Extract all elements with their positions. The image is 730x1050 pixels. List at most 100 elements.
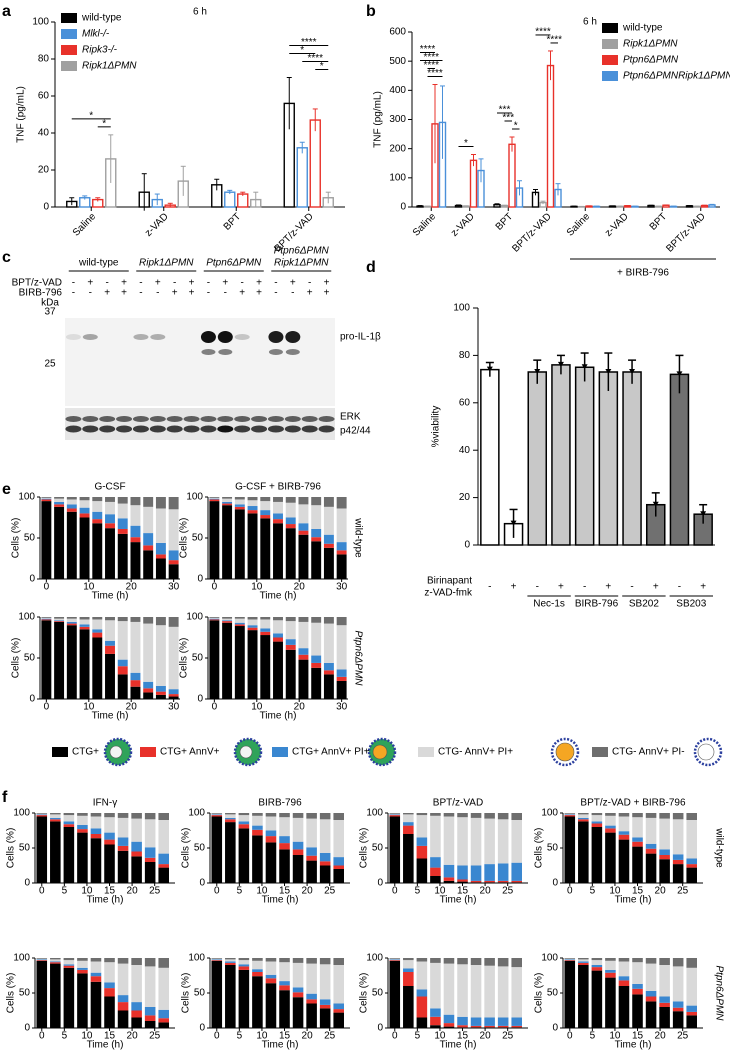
stacked-bar <box>618 980 630 986</box>
stacked-bar <box>645 817 657 844</box>
x-tick-label: 5 <box>237 886 243 897</box>
stacked-bar <box>457 1025 468 1028</box>
stacked-bar <box>54 504 65 507</box>
stacked-bar <box>247 497 258 501</box>
x-tick-label: - <box>583 582 586 593</box>
stacked-bar <box>285 502 296 518</box>
x-tick-label: 10 <box>83 582 95 593</box>
stacked-bar <box>605 977 616 1028</box>
bar <box>574 366 595 546</box>
legend-label: Ripk1ΔPMN <box>82 61 137 72</box>
stacked-bar <box>279 958 290 963</box>
y-tick-label: 100 <box>389 172 406 183</box>
stacked-bar <box>50 963 61 1028</box>
bar <box>508 143 516 208</box>
stacked-bar <box>336 542 347 551</box>
stacked-bar <box>79 626 90 630</box>
x-tick-label: 30 <box>336 582 348 593</box>
stacked-bar <box>117 518 128 529</box>
stacked-bar <box>77 969 88 974</box>
y-tick-label: 50 <box>192 533 204 544</box>
chart-title: 6 h <box>583 17 597 28</box>
stacked-bar <box>403 968 414 972</box>
y-axis-label: Cells (%) <box>534 973 545 1014</box>
y-tick-label: 0 <box>400 202 406 213</box>
stacked-bar <box>168 694 179 697</box>
y-axis-label: Cells (%) <box>359 828 370 869</box>
legend-swatch <box>592 747 608 757</box>
stacked-bar <box>54 497 65 499</box>
data-point <box>534 368 541 374</box>
stacked-bar <box>497 819 509 864</box>
stacked-bar <box>511 880 522 883</box>
x-axis-label: Time (h) <box>260 711 297 722</box>
stacked-bar <box>66 617 77 619</box>
stacked-bar <box>168 550 179 561</box>
stacked-bar <box>209 501 220 579</box>
blot-band <box>318 425 335 433</box>
stacked-bar <box>484 1025 495 1028</box>
x-tick-label: + <box>653 582 659 593</box>
x-axis-label: Time (h) <box>615 895 652 906</box>
sign: - <box>139 278 142 289</box>
stacked-bar <box>144 966 156 1007</box>
stacked-bar <box>511 1025 522 1028</box>
facet-title: G-CSF + BIRB-796 <box>235 482 321 493</box>
stacked-bar <box>416 989 428 997</box>
chart-title: 6 h <box>193 7 207 18</box>
stacked-bar <box>578 813 589 815</box>
stacked-bar <box>389 960 401 961</box>
stacked-bar <box>336 680 347 699</box>
stacked-bar <box>285 497 296 503</box>
stacked-bar <box>130 537 141 543</box>
legend-swatch <box>52 747 68 757</box>
stacked-bar <box>252 829 263 836</box>
stacked-bar <box>578 965 589 1028</box>
stacked-bar <box>416 813 428 816</box>
stacked-bar <box>645 813 657 818</box>
significance-label: **** <box>423 60 439 71</box>
marker-label: 37 <box>44 307 56 318</box>
data-point <box>700 511 707 517</box>
y-tick-label: 100 <box>18 612 35 623</box>
panel-letter: b <box>366 3 376 20</box>
y-tick-label: 100 <box>18 492 35 503</box>
x-tick-label: 20 <box>294 702 306 713</box>
marker-label: 25 <box>44 359 56 370</box>
stacked-bar <box>605 815 616 826</box>
stacked-bar <box>443 1014 455 1024</box>
x-tick-label: 0 <box>214 886 220 897</box>
sign: - <box>274 288 277 299</box>
y-axis-label: Cells (%) <box>181 828 192 869</box>
sign: + <box>307 288 313 299</box>
stacked-bar <box>292 958 304 963</box>
stacked-bar <box>131 818 142 842</box>
group-label: Nec-1s <box>533 599 565 610</box>
stacked-bar <box>645 1001 657 1028</box>
stacked-bar <box>333 1012 344 1028</box>
stacked-bar <box>311 622 322 656</box>
stacked-bar <box>92 632 103 638</box>
stacked-bar <box>225 965 236 1028</box>
stacked-bar <box>104 839 115 845</box>
stacked-bar <box>632 988 643 995</box>
stacked-bar <box>470 1025 482 1028</box>
blot-band <box>99 425 116 433</box>
stacked-bar <box>273 641 283 699</box>
stacked-bar <box>686 1015 697 1028</box>
stacked-bar <box>90 828 102 834</box>
stacked-bar <box>645 843 657 849</box>
stacked-bar <box>130 505 141 526</box>
stacked-bar <box>578 814 589 818</box>
bar <box>622 371 642 546</box>
stacked-bar <box>36 815 48 817</box>
stacked-bar <box>130 617 141 622</box>
panel-letter: c <box>2 249 11 266</box>
stacked-bar <box>265 958 277 962</box>
stacked-bar <box>158 1009 169 1019</box>
stacked-bar <box>79 619 90 625</box>
stacked-bar <box>104 996 115 1028</box>
x-axis-label: Time (h) <box>440 1040 477 1050</box>
stacked-bar <box>686 967 697 1006</box>
stacked-bar <box>389 959 401 961</box>
